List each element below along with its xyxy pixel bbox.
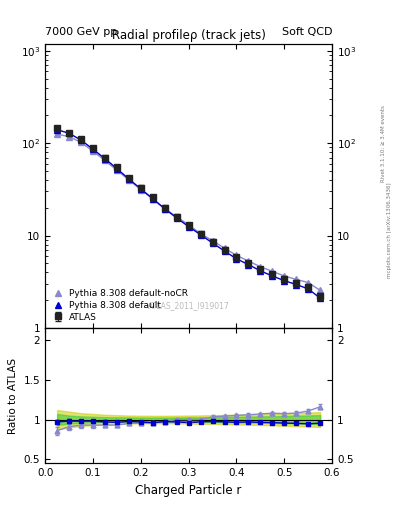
Text: mcplots.cern.ch [arXiv:1306.3436]: mcplots.cern.ch [arXiv:1306.3436] — [387, 183, 391, 278]
Text: Soft QCD: Soft QCD — [282, 27, 332, 37]
X-axis label: Charged Particle r: Charged Particle r — [136, 484, 242, 497]
Text: 7000 GeV pp: 7000 GeV pp — [45, 27, 118, 37]
Text: ATLAS_2011_I919017: ATLAS_2011_I919017 — [148, 301, 230, 310]
Text: Rivet 3.1.10; ≥ 3.4M events: Rivet 3.1.10; ≥ 3.4M events — [381, 105, 386, 182]
Legend: Pythia 8.308 default-noCR, Pythia 8.308 default, ATLAS: Pythia 8.308 default-noCR, Pythia 8.308 … — [50, 287, 189, 324]
Title: Radial profileρ (track jets): Radial profileρ (track jets) — [112, 29, 266, 42]
Y-axis label: Ratio to ATLAS: Ratio to ATLAS — [8, 357, 18, 434]
